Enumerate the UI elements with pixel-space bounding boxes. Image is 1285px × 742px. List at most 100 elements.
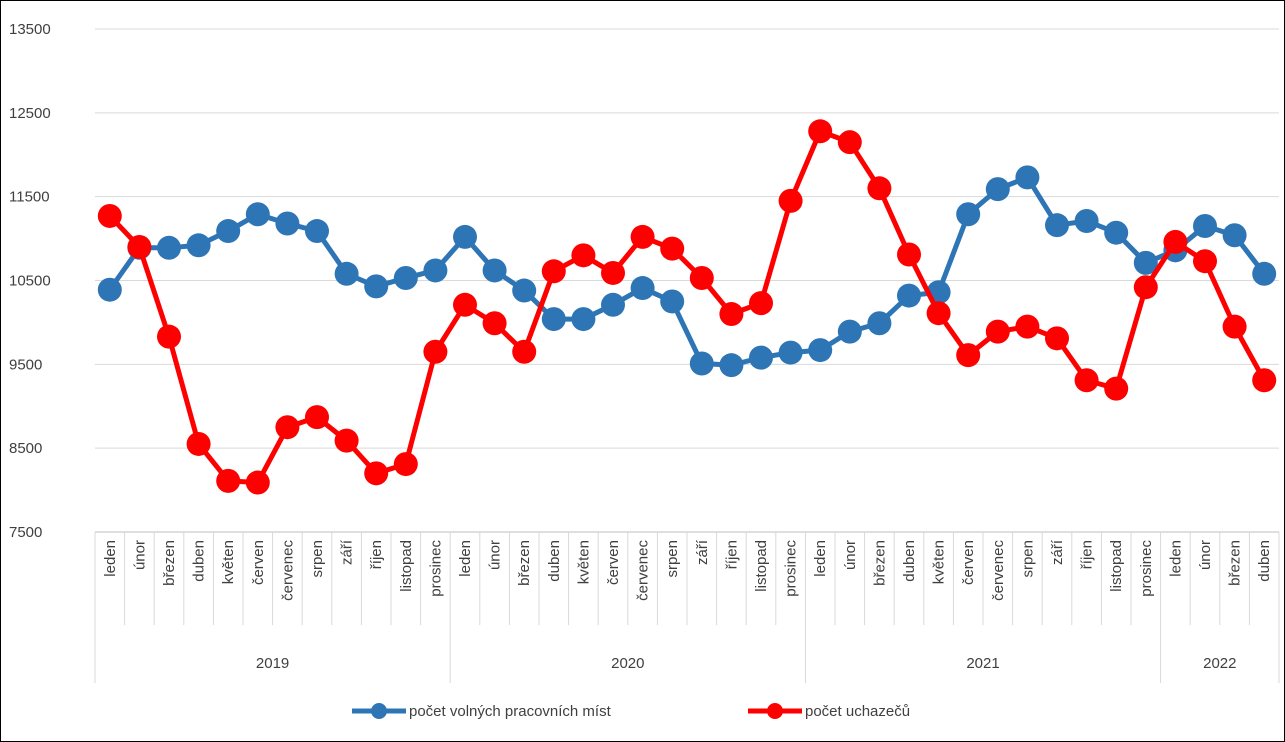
series-2-point	[1252, 368, 1277, 393]
series-2-point	[97, 203, 122, 228]
series-1-point	[1222, 223, 1247, 248]
series-1-point	[453, 224, 477, 249]
series-2-point	[275, 415, 300, 440]
series-2-point	[1015, 314, 1040, 339]
x-tick-label: leden	[1167, 540, 1184, 577]
x-tick-label: duben	[546, 540, 563, 582]
year-label: 2021	[966, 655, 999, 672]
x-tick-label: srpen	[1019, 540, 1036, 578]
x-tick-label: květen	[220, 540, 237, 584]
y-tick-label: 11500	[9, 189, 50, 206]
x-tick-label: únor	[842, 540, 859, 570]
series-2-point	[689, 265, 714, 290]
series-line-1	[107, 174, 1267, 368]
series-1-point	[245, 202, 270, 227]
x-tick-label: říjen	[368, 540, 385, 569]
x-tick-label: září	[1049, 539, 1066, 565]
x-tick-label: duben	[191, 540, 208, 582]
series-2-point	[334, 428, 359, 453]
series-1-point	[97, 277, 122, 302]
x-tick-label: březen	[871, 540, 888, 586]
x-tick-label: březen	[516, 540, 533, 586]
series-1-point	[1074, 208, 1099, 233]
x-tick-label: únor	[1197, 540, 1214, 570]
series-2-point	[630, 224, 655, 249]
series-1-point	[897, 283, 921, 308]
series-2-point	[867, 176, 892, 201]
series-2-point	[571, 243, 596, 268]
series-1-point	[423, 258, 448, 283]
legend-label: počet uchazečů	[805, 703, 910, 720]
year-label: 2020	[611, 655, 644, 672]
y-tick-label: 9500	[9, 356, 42, 373]
series-2-point	[1193, 249, 1217, 274]
series-1-point	[1104, 220, 1129, 245]
y-tick-label: 13500	[9, 21, 51, 38]
x-tick-label: prosinec	[783, 540, 800, 597]
series-2-point	[245, 470, 270, 495]
series-1-point	[1193, 214, 1217, 239]
series-1-point	[334, 261, 359, 286]
series-2-point	[1222, 314, 1247, 339]
x-tick-label: červenec	[990, 540, 1007, 601]
series-2-point	[364, 461, 389, 486]
x-tick-label: červenec	[635, 540, 652, 601]
series-2-point	[127, 234, 152, 259]
series-2-point	[749, 291, 773, 316]
year-label: 2019	[256, 655, 289, 672]
series-1-point	[1015, 165, 1040, 190]
x-tick-label: leden	[102, 540, 119, 577]
x-tick-label: březen	[1227, 540, 1244, 586]
series-2-point	[985, 319, 1010, 344]
series-1-point	[393, 265, 418, 290]
series-1-point	[660, 289, 685, 314]
series-2-point	[601, 260, 625, 285]
series-2-point	[956, 343, 981, 368]
series-1-point	[216, 219, 241, 244]
series-2-point	[837, 130, 862, 155]
series-1-point	[157, 235, 181, 260]
y-tick-label: 10500	[9, 273, 51, 290]
x-tick-label: říjen	[723, 540, 740, 569]
x-tick-label: květen	[575, 540, 592, 584]
x-tick-label: září	[694, 539, 711, 565]
series-1-point	[275, 211, 300, 236]
series-1-point	[364, 274, 389, 299]
x-tick-label: červenec	[279, 540, 296, 601]
y-tick-label: 8500	[9, 440, 42, 457]
year-label: 2022	[1203, 655, 1236, 672]
x-tick-label: srpen	[309, 540, 326, 578]
series-1-point	[305, 219, 329, 244]
y-tick-label: 12500	[9, 105, 51, 122]
x-tick-label: prosinec	[1138, 540, 1155, 597]
series-2-point	[1163, 229, 1188, 254]
series-2-point	[305, 405, 329, 430]
series-1-point	[778, 340, 803, 365]
series-2-point	[897, 242, 921, 267]
x-tick-label: listopad	[1108, 540, 1125, 592]
series-2-point	[926, 301, 951, 326]
series-1-point	[808, 338, 833, 363]
y-tick-label: 7500	[9, 524, 42, 541]
series-1-point	[1252, 261, 1277, 286]
series-2-point	[512, 339, 537, 364]
legend-swatch-marker	[767, 703, 783, 719]
x-tick-label: září	[339, 539, 356, 565]
legend-swatch-marker	[371, 703, 387, 719]
series-1-point	[956, 202, 981, 227]
series-2-point	[1045, 326, 1069, 351]
series-2-point	[1104, 376, 1129, 401]
series-2-point	[808, 119, 833, 144]
x-tick-label: říjen	[1079, 540, 1096, 569]
series-2-point	[423, 339, 448, 364]
series-2-point	[157, 324, 181, 349]
series-2-point	[778, 188, 803, 213]
series-line-2	[107, 128, 1267, 486]
series-1-point	[512, 278, 537, 303]
x-tick-label: prosinec	[427, 540, 444, 597]
legend-label: počet volných pracovních míst	[409, 703, 612, 720]
series-2-point	[541, 259, 566, 284]
x-tick-label: únor	[487, 540, 504, 570]
x-tick-label: listopad	[753, 540, 770, 592]
series-2-point	[1133, 275, 1158, 300]
